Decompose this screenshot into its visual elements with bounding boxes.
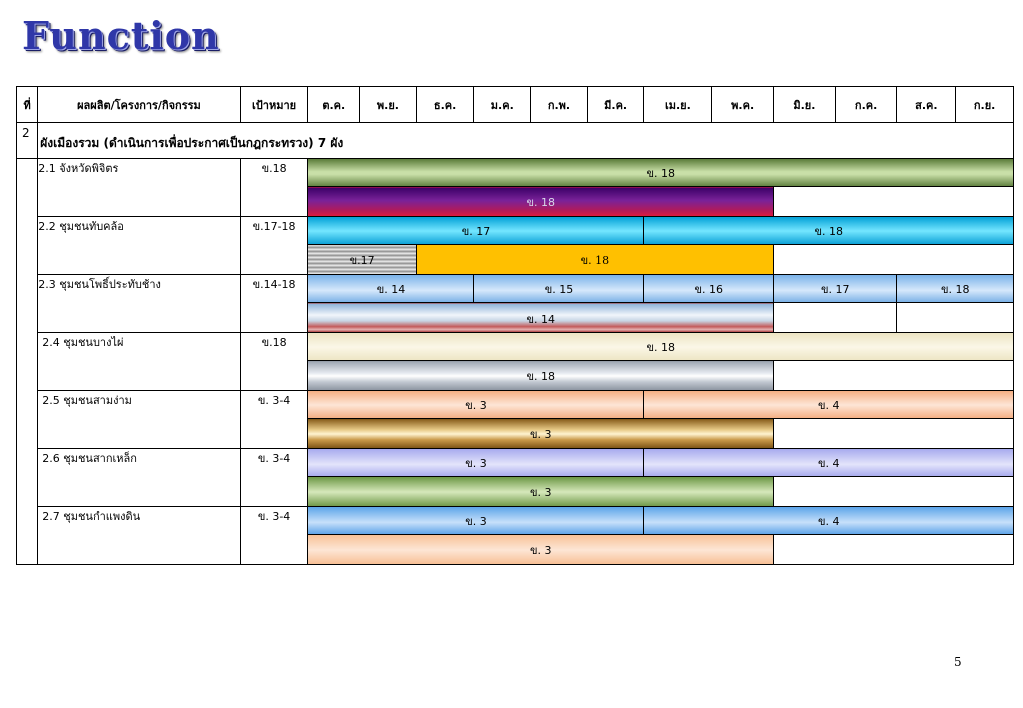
header-month: เม.ย. <box>643 86 713 123</box>
page-number: 5 <box>954 655 962 669</box>
empty-cell <box>896 302 1014 333</box>
plan-bar: ข. 18 <box>643 216 1014 245</box>
empty-cell <box>773 186 1014 217</box>
empty-cell <box>773 476 1014 507</box>
plan-bar: ข. 4 <box>643 506 1014 535</box>
item-target: ข. 3-4 <box>239 506 309 565</box>
item-name: 2.6 ชุมชนสากเหล็ก <box>37 448 241 507</box>
actual-bar: ข. 14 <box>307 302 775 333</box>
header-month: ธ.ค. <box>415 86 475 123</box>
item-target: ข.14-18 <box>239 274 309 333</box>
item-target: ข. 3-4 <box>239 390 309 449</box>
header-month: ก.ย. <box>955 86 1014 123</box>
item-name: 2.1 จังหวัดพิจิตร <box>37 158 241 217</box>
empty-cell <box>773 418 1014 449</box>
page-title: Function <box>22 13 220 58</box>
table-row: 2.4 ชุมชนบางไผ่ ข.18 ข. 18 <box>17 332 1014 391</box>
empty-cell <box>773 244 1014 275</box>
plan-bar: ข. 3 <box>307 506 645 535</box>
table-row: 2.3 ชุมชนโพธิ์ประทับช้าง ข.14-18 ข. 14 ข… <box>17 274 1014 333</box>
item-name: 2.4 ชุมชนบางไผ่ <box>37 332 241 391</box>
actual-bar: ข.17 <box>307 244 417 275</box>
plan-bar: ข. 18 <box>307 332 1014 361</box>
plan-bar: ข. 4 <box>643 390 1014 419</box>
header-month: พ.ย. <box>359 86 417 123</box>
header-row: ที่ ผลผลิต/โครงการ/กิจกรรม เป้าหมาย ต.ค.… <box>15 86 1014 123</box>
plan-bar: ข. 18 <box>307 158 1014 187</box>
plan-bar: ข. 3 <box>307 390 645 419</box>
actual-bar: ข. 3 <box>307 534 775 565</box>
item-target: ข. 3-4 <box>239 448 309 507</box>
header-target: เป้าหมาย <box>239 86 309 123</box>
table-row: 2.2 ชุมชนทับคล้อ ข.17-18 ข. 17 ข. 18 <box>17 216 1014 275</box>
header-item: ผลผลิต/โครงการ/กิจกรรม <box>37 86 241 123</box>
table-row: ข. 18 <box>17 360 1014 391</box>
plan-bar: ข. 17 <box>773 274 898 303</box>
schedule-table: ที่ ผลผลิต/โครงการ/กิจกรรม เป้าหมาย ต.ค.… <box>15 86 1014 565</box>
header-month: ม.ค. <box>473 86 532 123</box>
header-month: มี.ค. <box>586 86 645 123</box>
table-row: 2.5 ชุมชนสามง่าม ข. 3-4 ข. 3 ข. 4 <box>17 390 1014 449</box>
empty-cell <box>773 360 1014 391</box>
table-row: ข. 14 <box>17 302 1014 333</box>
table-row: ข. 3 <box>17 476 1014 507</box>
empty-cell <box>773 534 1014 565</box>
plan-bar: ข. 17 <box>307 216 645 245</box>
item-target: ข.18 <box>239 332 309 391</box>
number-column-cell <box>15 158 39 565</box>
header-month: พ.ค. <box>711 86 775 123</box>
item-target: ข.17-18 <box>239 216 309 275</box>
table-row: ข. 3 <box>17 418 1014 449</box>
header-month: ก.ค. <box>834 86 898 123</box>
table-row: 2.7 ชุมชนกำแพงดิน ข. 3-4 ข. 3 ข. 4 <box>17 506 1014 565</box>
header-month: มิ.ย. <box>773 86 836 123</box>
item-target: ข.18 <box>239 158 309 217</box>
section-number: 2 <box>15 122 39 159</box>
header-num: ที่ <box>15 86 39 123</box>
item-name: 2.7 ชุมชนกำแพงดิน <box>37 506 241 565</box>
item-name: 2.5 ชุมชนสามง่าม <box>37 390 241 449</box>
item-name: 2.2 ชุมชนทับคล้อ <box>37 216 241 275</box>
plan-bar: ข. 16 <box>643 274 775 303</box>
actual-bar: ข. 3 <box>307 418 775 449</box>
table-row: ข. 3 <box>17 534 1014 565</box>
plan-bar: ข. 18 <box>896 274 1014 303</box>
item-name: 2.3 ชุมชนโพธิ์ประทับช้าง <box>37 274 241 333</box>
table-row: 2.1 จังหวัดพิจิตร ข.18 ข. 18 <box>15 158 1014 565</box>
header-month: ต.ค. <box>307 86 361 123</box>
section-row: 2 ผังเมืองรวม (ดำเนินการเพื่อประกาศเป็นก… <box>15 122 1014 159</box>
plan-bar: ข. 15 <box>473 274 645 303</box>
table-row: ข. 18 <box>17 186 1014 217</box>
empty-cell <box>773 302 898 333</box>
plan-bar: ข. 3 <box>307 448 645 477</box>
actual-bar: ข. 18 <box>307 360 775 391</box>
actual-bar: ข. 18 <box>307 186 775 217</box>
table-row: ข.17 ข. 18 <box>17 244 1014 275</box>
actual-bar: ข. 3 <box>307 476 775 507</box>
section-title: ผังเมืองรวม (ดำเนินการเพื่อประกาศเป็นกฎก… <box>37 122 1014 159</box>
plan-bar: ข. 14 <box>307 274 475 303</box>
table-row: 2.6 ชุมชนสากเหล็ก ข. 3-4 ข. 3 ข. 4 <box>17 448 1014 507</box>
actual-bar: ข. 18 <box>415 244 775 275</box>
header-month: ส.ค. <box>896 86 957 123</box>
plan-bar: ข. 4 <box>643 448 1014 477</box>
header-month: ก.พ. <box>530 86 588 123</box>
